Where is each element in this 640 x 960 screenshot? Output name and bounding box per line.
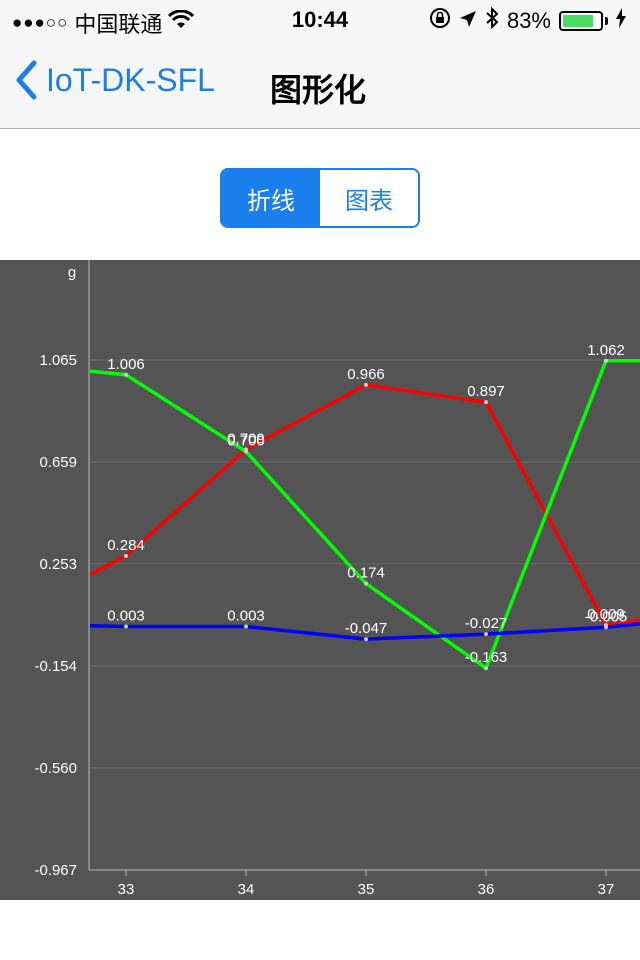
data-label: 0.174 <box>347 565 385 582</box>
page-title: 图形化 <box>270 71 367 109</box>
data-label: 1.062 <box>587 342 625 359</box>
status-left: ●●●○○ 中国联通 <box>12 7 195 39</box>
battery-cap <box>605 17 608 25</box>
signal-strength-icon: ●●●○○ <box>12 13 69 32</box>
line-chart: 1.065 0.659 0.253 -0.154 -0.560 -0.967 g 33 34 35… <box>0 260 640 900</box>
data-point <box>484 400 488 405</box>
data-label: -0.005 <box>585 608 628 625</box>
data-label: 0.284 <box>107 537 145 554</box>
status-bar: ●●●○○ 中国联通 10:44 83% <box>0 0 640 40</box>
chevron-left-icon <box>16 60 37 100</box>
data-point <box>364 581 368 586</box>
x-tick-label: 35 <box>358 881 375 898</box>
data-point <box>604 625 608 630</box>
data-point <box>244 624 248 629</box>
battery-icon <box>559 11 603 31</box>
wifi-icon <box>168 9 195 36</box>
data-point <box>124 624 128 629</box>
location-arrow-icon <box>459 8 477 34</box>
data-label: 1.006 <box>107 356 145 373</box>
data-point <box>484 632 488 637</box>
y-tick-label: -0.154 <box>34 658 77 675</box>
data-label: -0.163 <box>465 649 508 666</box>
charging-bolt-icon <box>616 8 626 34</box>
chart-mode-segmented-control: 折线 图表 <box>220 168 420 228</box>
data-point <box>364 637 368 642</box>
data-point <box>604 358 608 363</box>
status-right: 83% <box>429 6 626 35</box>
back-button-label: IoT-DK-SFL <box>46 61 215 98</box>
data-point <box>124 372 128 377</box>
bluetooth-icon <box>485 6 499 35</box>
battery-percent: 83% <box>506 8 551 33</box>
data-label: -0.027 <box>465 615 508 632</box>
x-tick-label: 36 <box>478 881 495 898</box>
data-label: 0.003 <box>107 608 145 625</box>
data-label: 0.897 <box>467 383 505 400</box>
y-tick-label: 0.659 <box>39 454 77 471</box>
data-label: 0.700 <box>227 433 265 450</box>
y-axis-label: g <box>68 264 76 281</box>
data-label: 0.966 <box>347 366 385 383</box>
navigation-bar: IoT-DK-SFL 图形化 <box>0 40 640 129</box>
x-tick-label: 33 <box>118 881 135 898</box>
y-tick-label: -0.967 <box>34 862 77 879</box>
data-point <box>244 449 248 454</box>
status-time: 10:44 <box>291 7 349 32</box>
data-label: 0.709 <box>227 430 265 447</box>
y-tick-label: 1.065 <box>39 352 77 369</box>
y-tick-label: 0.253 <box>39 556 77 573</box>
data-point <box>124 554 128 559</box>
y-tick-label: -0.560 <box>34 760 77 777</box>
x-tick-label: 37 <box>598 881 615 898</box>
battery-fill <box>563 15 593 27</box>
chart-canvas: 1.065 0.659 0.253 -0.154 -0.560 -0.967 g 33 34 35… <box>34 260 640 898</box>
orientation-lock-icon <box>429 7 451 35</box>
segment-line[interactable]: 折线 <box>222 170 320 226</box>
x-tick-label: 34 <box>238 881 255 898</box>
carrier-label: 中国联通 <box>74 12 163 37</box>
data-label: 0.009 <box>587 606 625 623</box>
data-label: -0.047 <box>345 620 388 637</box>
back-button[interactable]: IoT-DK-SFL <box>14 60 215 100</box>
data-point <box>484 666 488 671</box>
data-label: 0.003 <box>227 608 265 625</box>
segment-table[interactable]: 图表 <box>320 170 418 226</box>
data-point <box>364 382 368 387</box>
series-red-line <box>89 383 640 627</box>
